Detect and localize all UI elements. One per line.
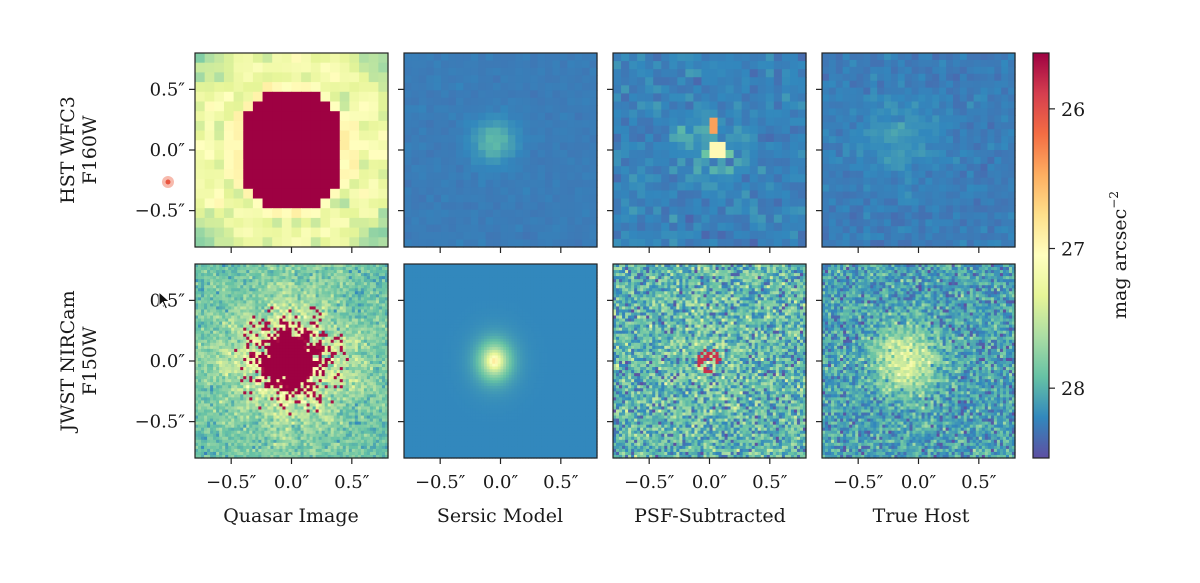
column-label-quasar-image: Quasar Image [223, 505, 359, 527]
panel-hst-true-host [822, 53, 1016, 248]
red-dot-marker-core [166, 180, 171, 185]
y-tick-label: 0.0″ [150, 351, 186, 372]
colorbar-label-exponent: −2 [1107, 191, 1121, 209]
colorbar-label: mag arcsec−2 [1107, 191, 1131, 319]
y-tick-label: 0.0″ [150, 140, 186, 161]
column-label-true-host: True Host [873, 505, 970, 527]
row-label-hst-line1: HST WFC3 [57, 96, 79, 204]
panel-jwst-quasar-image [195, 264, 389, 459]
panel-hst-quasar-image [195, 53, 389, 248]
colorbar-tick-label: 27 [1061, 239, 1085, 261]
x-tick-label: −0.5″ [833, 472, 884, 493]
y-tick-label: −0.5″ [135, 201, 186, 222]
panel-hst-sersic-model [404, 53, 598, 248]
row-label-hst-line2: F160W [79, 115, 101, 184]
column-label-sersic-model: Sersic Model [437, 505, 563, 527]
panel-jwst-psf-subtracted [613, 264, 807, 459]
panel-hst-psf-subtracted [613, 53, 807, 248]
column-label-psf-subtracted: PSF-Subtracted [634, 505, 786, 527]
x-tick-label: 0.0″ [483, 472, 519, 493]
x-tick-label: 0.5″ [752, 472, 788, 493]
panel-jwst-true-host [822, 264, 1016, 459]
x-tick-label: 0.0″ [692, 472, 728, 493]
x-tick-label: 0.5″ [334, 472, 370, 493]
colorbar-tick-label: 28 [1061, 378, 1085, 400]
x-tick-label: 0.5″ [961, 472, 997, 493]
x-tick-label: −0.5″ [415, 472, 466, 493]
row-label-jwst-line1: JWST NIRCam [57, 290, 79, 433]
y-tick-label: 0.5″ [150, 79, 186, 100]
row-label-jwst: JWST NIRCam F150W [57, 290, 101, 433]
x-tick-label: 0.0″ [901, 472, 937, 493]
colorbar-label-text: mag arcsec [1109, 209, 1131, 319]
colorbar: 26 27 28 mag arcsec−2 [1033, 53, 1131, 458]
colorbar-gradient [1033, 53, 1049, 458]
row-label-hst: HST WFC3 F160W [57, 96, 101, 204]
y-tick-label: −0.5″ [135, 412, 186, 433]
colorbar-ticks: 26 27 28 [1049, 99, 1085, 400]
row-label-jwst-line2: F150W [79, 326, 101, 395]
x-tick-label: −0.5″ [624, 472, 675, 493]
x-tick-label: −0.5″ [206, 472, 257, 493]
x-tick-label: 0.0″ [274, 472, 310, 493]
panel-jwst-sersic-model [404, 264, 598, 459]
colorbar-tick-label: 26 [1061, 99, 1085, 121]
image-panels [195, 53, 1016, 459]
x-tick-label: 0.5″ [543, 472, 579, 493]
